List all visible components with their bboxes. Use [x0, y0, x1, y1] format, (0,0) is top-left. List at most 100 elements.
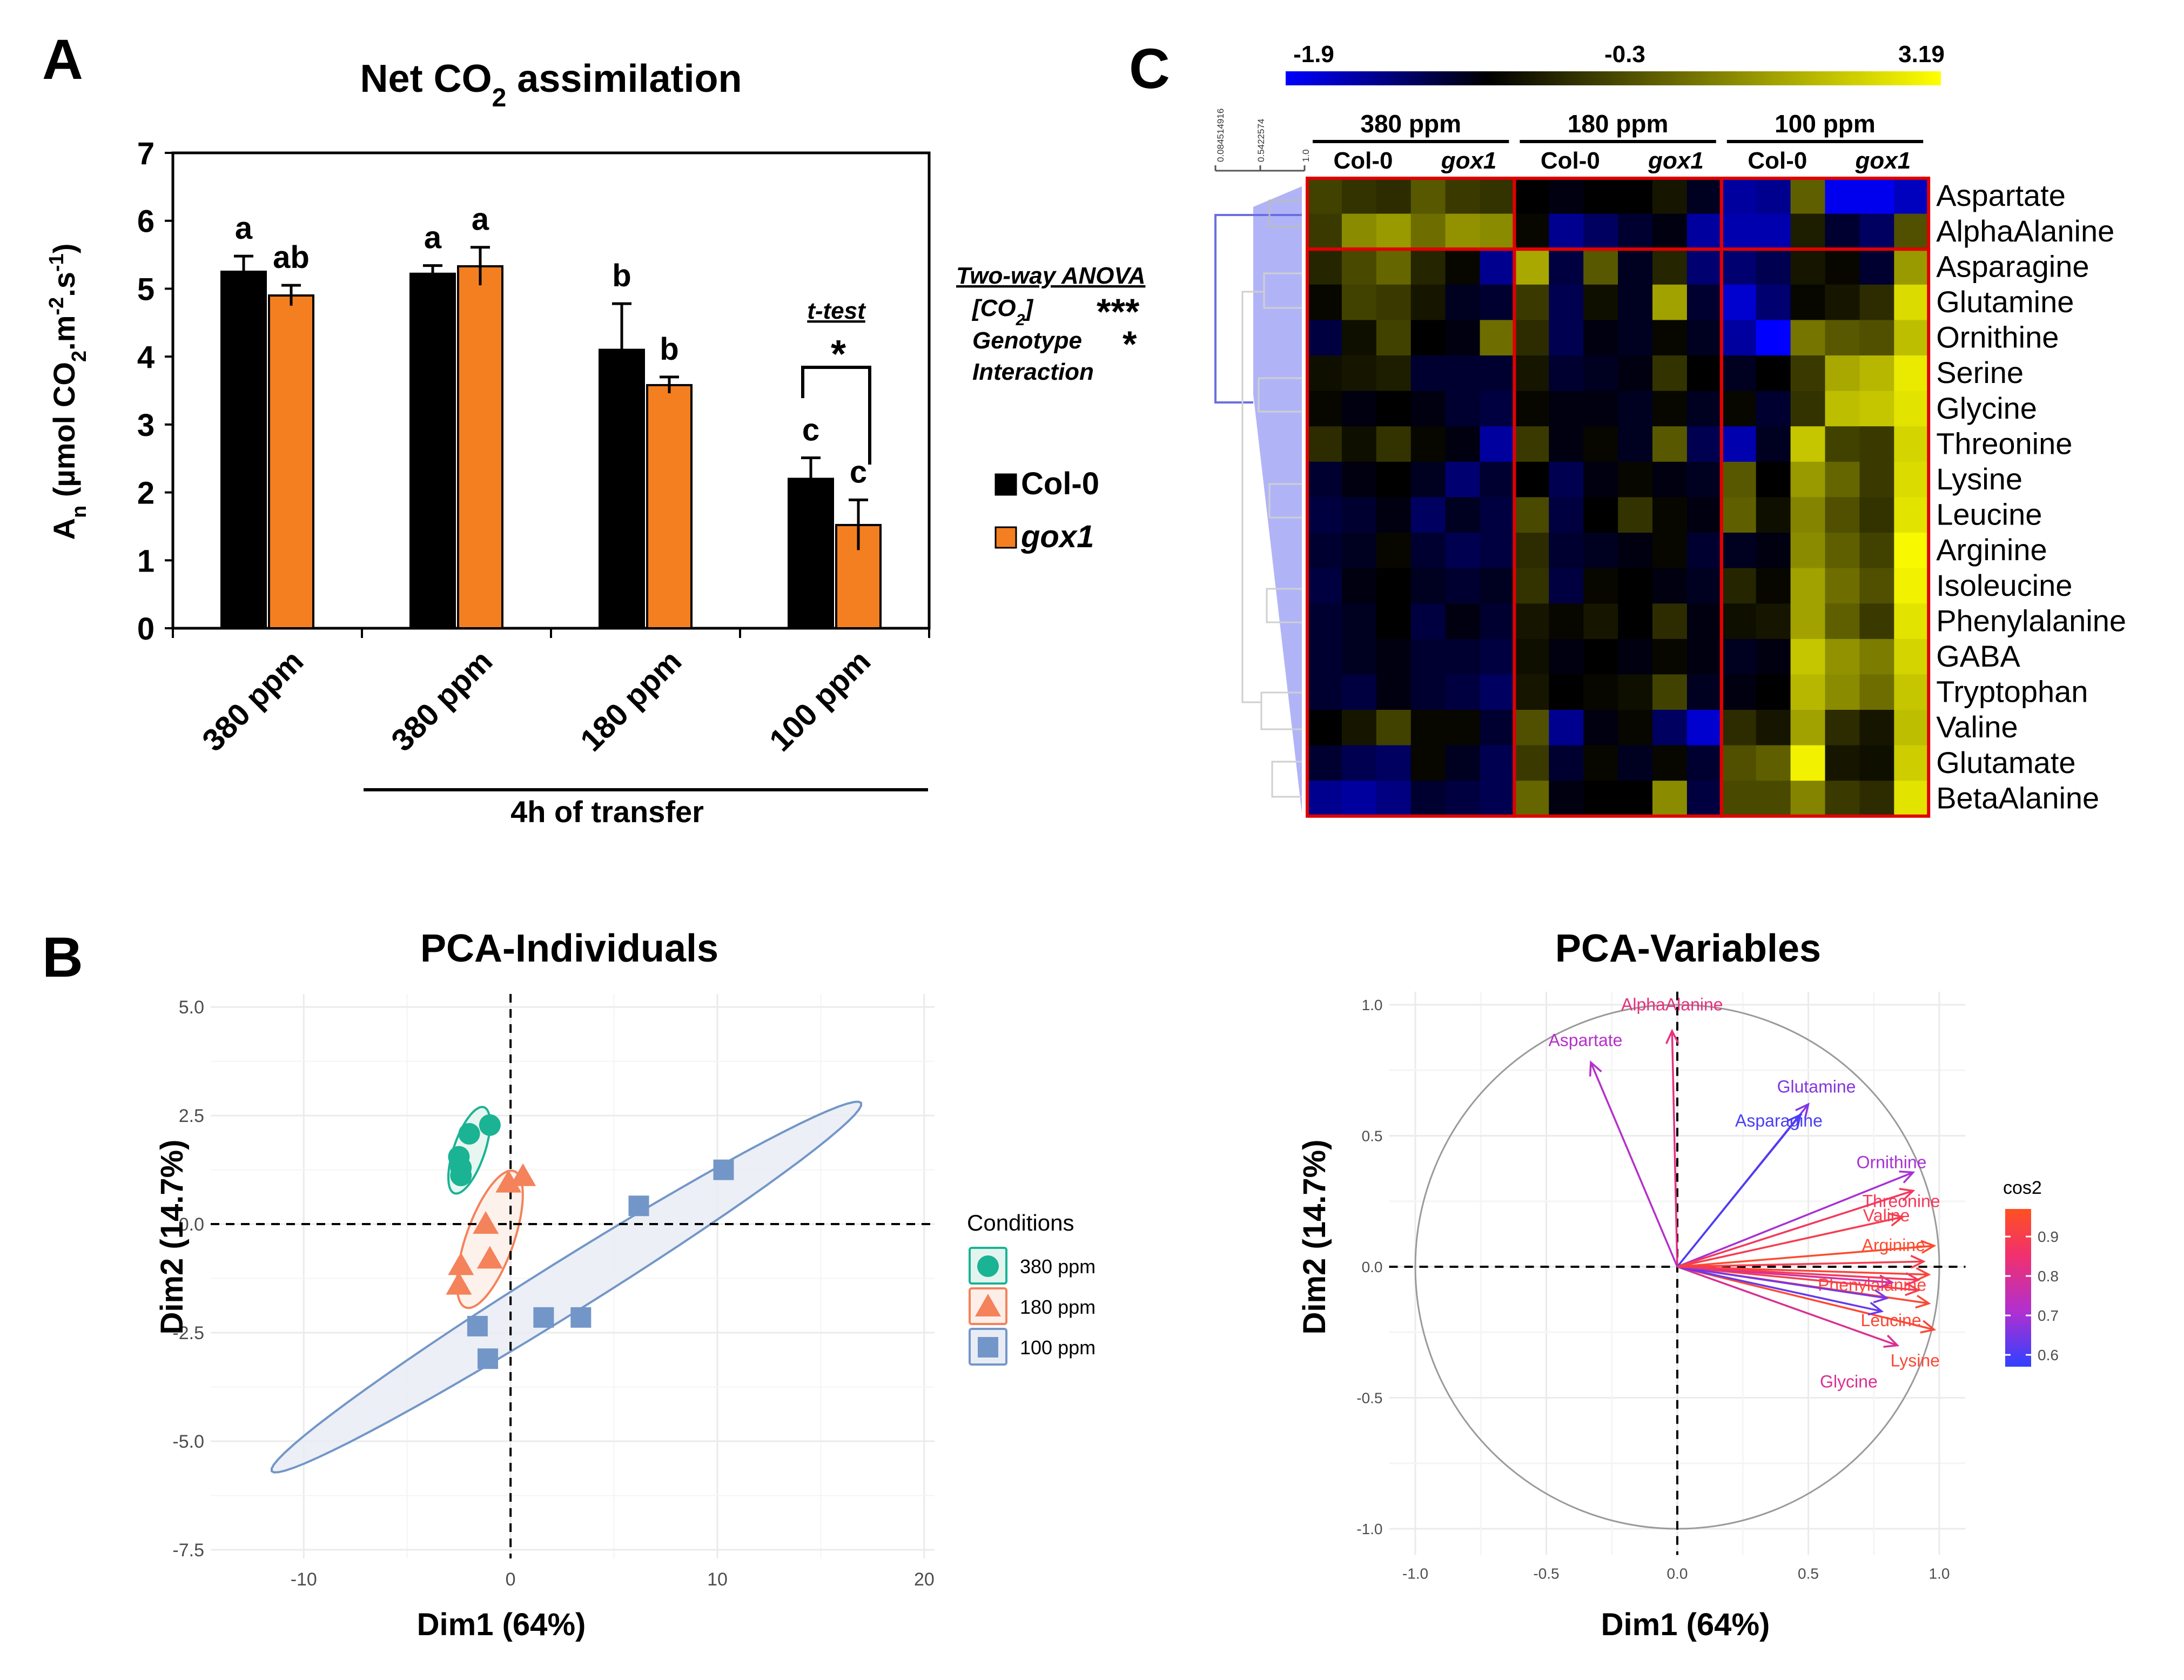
heatmap-cell: [1790, 426, 1826, 462]
panel-c-letter: C: [1129, 37, 1170, 100]
heatmap-cell: [1410, 391, 1446, 427]
y-tick-label: 5: [137, 272, 154, 307]
x-tick-label: 0.5: [1798, 1565, 1819, 1582]
heatmap-cell: [1514, 603, 1549, 640]
heatmap-cell: [1307, 497, 1342, 533]
variable-label: Lysine: [1891, 1350, 1940, 1370]
ttest-label: t-test: [807, 298, 866, 324]
heatmap-cell: [1686, 710, 1722, 746]
heatmap-cell: [1480, 213, 1515, 250]
heatmap-cell: [1894, 355, 1929, 392]
heatmap-cell: [1410, 284, 1446, 320]
heatmap-cell: [1618, 284, 1653, 320]
row-label: Lysine: [1936, 462, 2022, 496]
ttest-bracket: [801, 366, 871, 465]
bar-col0: [409, 272, 456, 629]
heatmap-cell: [1445, 426, 1481, 462]
heatmap-cell: [1686, 497, 1722, 533]
heatmap-cell: [1480, 781, 1515, 817]
heatmap-cell: [1376, 213, 1412, 250]
heatmap-cell: [1480, 710, 1515, 746]
heatmap-cell: [1652, 213, 1688, 250]
heatmap-cell: [1549, 391, 1584, 427]
heatmap-cell: [1480, 284, 1515, 320]
heatmap-cell: [1376, 603, 1412, 640]
legend-label-2: 100 ppm: [1020, 1336, 1096, 1359]
heatmap-cell: [1686, 178, 1722, 214]
heatmap-cell: [1894, 568, 1929, 604]
group-header: 180 ppm: [1568, 110, 1669, 138]
heatmap-cell: [1686, 781, 1722, 817]
heatmap-cell: [1445, 355, 1481, 392]
heatmap-cell: [1583, 710, 1618, 746]
heatmap-cell: [1514, 568, 1549, 604]
heatmap-cell: [1549, 320, 1584, 356]
heatmap-cell: [1652, 497, 1688, 533]
heatmap-cell: [1376, 639, 1412, 675]
heatmap-cell: [1721, 213, 1757, 250]
pca-ind-xlabel: Dim1 (64%): [417, 1607, 586, 1642]
point-circle: [479, 1114, 501, 1136]
heatmap-cell: [1825, 568, 1860, 604]
anova-co2-stars: ***: [1097, 291, 1140, 332]
variable-arrowhead: [1787, 1113, 1802, 1129]
pca-ind-legend: Conditions 380 ppm 180 ppm 100 ppm: [967, 1210, 1096, 1366]
dendro-sub-branches: [1241, 272, 1302, 798]
heatmap-cell: [1618, 391, 1653, 427]
heatmap-cell: [1894, 533, 1929, 569]
heatmap-cell: [1686, 603, 1722, 640]
variable-arrow: [1677, 1266, 1919, 1281]
y-tick-label: 4: [137, 340, 154, 375]
heatmap-cell: [1721, 178, 1757, 214]
dendro-branch-4: [1266, 588, 1302, 623]
pca-var-ylabel: Dim2 (14.7%): [1297, 1139, 1332, 1334]
heatmap-cell: [1825, 497, 1860, 533]
heatmap-cell: [1790, 603, 1826, 640]
heatmap-cell: [1894, 781, 1929, 817]
heatmap-cell: [1652, 781, 1688, 817]
heatmap-cell: [1756, 533, 1791, 569]
heatmap-cell: [1410, 213, 1446, 250]
colorbar-label: 0.9: [2038, 1228, 2059, 1245]
legend-key-symbol-1: [975, 1294, 1001, 1316]
variable-arrowhead: [1905, 1282, 1921, 1296]
heatmap-cell: [1514, 710, 1549, 746]
variable-arrow: [1677, 1266, 1887, 1299]
heatmap-cell: [1790, 178, 1826, 214]
heatmap-cluster-borders: [1306, 177, 1931, 818]
heatmap-cell: [1825, 603, 1860, 640]
heatmap-cell: [1549, 284, 1584, 320]
heatmap-cell: [1652, 391, 1688, 427]
transfer-label: 4h of transfer: [510, 795, 704, 829]
significance-letter: c: [850, 454, 867, 489]
heatmap-cell: [1514, 497, 1549, 533]
dendro-branch-6: [1271, 761, 1302, 798]
title-sub: 2: [492, 84, 507, 112]
heatmap-cell: [1686, 213, 1722, 250]
x-tick-label: -10: [291, 1569, 317, 1590]
heatmap-cell: [1721, 639, 1757, 675]
heatmap-cell: [1341, 639, 1377, 675]
y-tick-label: -5.0: [172, 1432, 204, 1452]
row-label: Phenylalanine: [1936, 603, 2126, 637]
heatmap-cell: [1652, 639, 1688, 675]
heatmap-cell: [1756, 568, 1791, 604]
y-tick-label: -0.5: [1356, 1390, 1382, 1407]
heatmap-cell: [1583, 284, 1618, 320]
heatmap-cell: [1410, 320, 1446, 356]
pca-ind-ylabel: Dim2 (14.7%): [154, 1139, 190, 1334]
colorbar-label: 0.7: [2038, 1307, 2059, 1324]
heatmap-cell: [1514, 355, 1549, 392]
heatmap-cell: [1341, 355, 1377, 392]
heatmap-cell: [1376, 568, 1412, 604]
heatmap-cell: [1376, 391, 1412, 427]
heatmap-cell: [1790, 461, 1826, 498]
heatmap-cell: [1307, 320, 1342, 356]
y-tick-label: 1.0: [1362, 997, 1383, 1013]
heatmap-cell: [1652, 568, 1688, 604]
heatmap-cell: [1618, 426, 1653, 462]
heatmap-cell: [1894, 497, 1929, 533]
variable-arrowhead: [1589, 1060, 1602, 1077]
heatmap-cell: [1410, 639, 1446, 675]
heatmap-cell: [1514, 284, 1549, 320]
